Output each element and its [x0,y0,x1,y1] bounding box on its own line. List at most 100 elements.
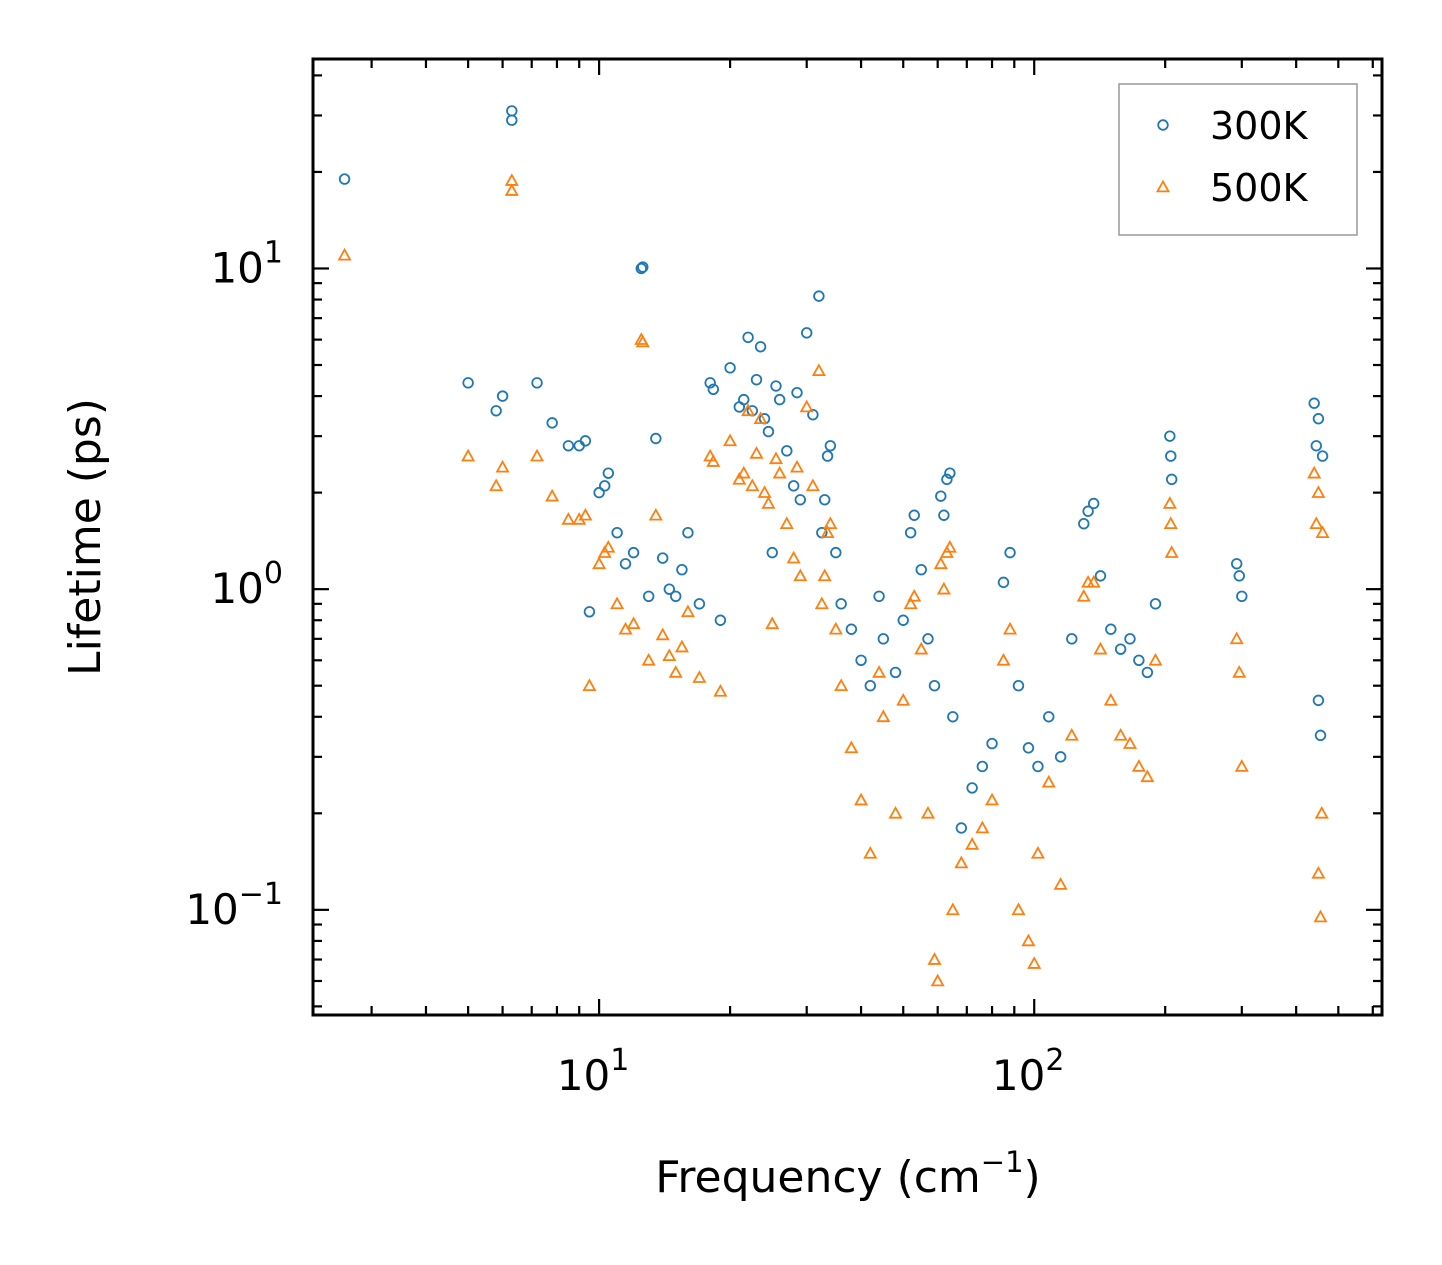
data-point-500K [641,652,656,666]
data-point-500K [907,588,922,602]
data-point-300K [656,552,669,564]
data-point-300K [922,633,934,645]
data-point-300K [598,480,611,492]
data-point-500K [834,678,849,691]
data-point-300K [1114,643,1127,655]
data-point-500K [1309,516,1324,530]
data-point-300K [1124,633,1136,645]
data-point-300K [928,679,941,692]
data-point-500K [662,648,677,662]
data-point-300K [807,408,819,421]
data-point-500K [1314,805,1329,819]
data-point-500K [933,556,948,570]
data-point-300K [766,546,778,559]
data-point-500K [1122,736,1138,749]
data-point-500K [786,550,801,564]
data-point-500K [1307,465,1322,479]
data-point-500K [461,448,476,462]
x-axis-label: Frequency (cm−1) [655,1145,1040,1203]
data-point-500K [936,581,951,595]
data-point-300K [835,598,847,610]
data-point-500K [914,641,929,655]
x-axis-label-superscript: −1 [981,1145,1024,1179]
data-point-300K [670,590,682,603]
data-point-500K [872,665,887,678]
data-point-500K [692,670,707,683]
data-point-300K [986,737,998,750]
data-point-500K [844,740,859,754]
data-point-500K [680,604,695,618]
data-point-300K [762,425,775,438]
data-point-300K [1165,473,1178,486]
data-point-500K [888,805,903,819]
data-point-300K [947,711,959,723]
data-point-500K [1229,631,1244,645]
data-point-300K [908,509,920,521]
data-point-300K [781,445,793,457]
data-point-300K [855,654,867,667]
data-point-300K [1149,598,1162,610]
data-point-300K [1004,546,1016,559]
data-point-300K [583,606,596,618]
data-point-500K [896,693,911,706]
data-point-500K [495,459,510,473]
data-point-500K [920,805,936,819]
legend-label-300K: 300K [1210,104,1309,148]
data-point-500K [592,556,607,570]
data-point-300K [1133,654,1145,667]
data-point-500K [954,855,969,869]
data-point-300K [1230,558,1243,570]
data-point-500K [876,709,891,723]
data-point-500K [1148,652,1163,666]
data-point-500K [337,247,352,261]
data-point-300K [794,494,806,506]
data-point-500K [828,621,843,635]
data-point-300K [663,583,676,595]
data-point-500K [1103,693,1118,706]
data-point-500K [1311,485,1326,498]
data-point-500K [927,952,942,965]
y-tick-label: 101 [210,235,283,292]
data-point-300K [791,386,803,399]
data-point-300K [496,390,509,402]
data-point-300K [742,331,754,344]
data-point-500K [1093,641,1108,655]
data-point-300K [506,114,518,126]
data-points [337,105,1330,987]
data-point-500K [1003,621,1018,635]
data-point-300K [935,490,947,502]
plot-frame [311,57,1384,1017]
data-point-300K [1054,751,1067,763]
data-point-500K [823,516,838,530]
data-point-300K [904,526,917,539]
x-tick-label: 102 [992,1043,1065,1100]
data-point-300K [714,614,727,626]
data-point-500K [1021,933,1036,947]
data-point-300K [773,393,786,406]
data-point-300K [602,467,615,479]
data-point-500K [757,485,772,498]
data-point-500K [504,183,519,196]
data-point-500K [1131,759,1146,772]
data-point-500K [1311,865,1326,879]
data-point-300K [642,590,655,603]
data-point-500K [1076,588,1091,602]
data-point-300K [997,576,1010,589]
data-point-500K [1162,496,1177,509]
data-point-500K [749,446,764,459]
data-point-300K [1087,497,1100,510]
data-point-500K [863,846,878,859]
data-point-500K [655,627,670,641]
data-point-300K [635,262,647,275]
data-point-500K [1086,575,1101,588]
data-point-500K [1011,902,1026,916]
data-point-500K [1030,846,1045,859]
series-300K [338,105,1329,834]
legend-label-500K: 500K [1210,166,1309,210]
data-point-500K [779,516,794,530]
data-point-500K [741,403,756,417]
data-point-500K [1053,877,1068,890]
y-axis-label: Lifetime (ps) [60,398,111,676]
data-point-300K [1312,694,1325,707]
